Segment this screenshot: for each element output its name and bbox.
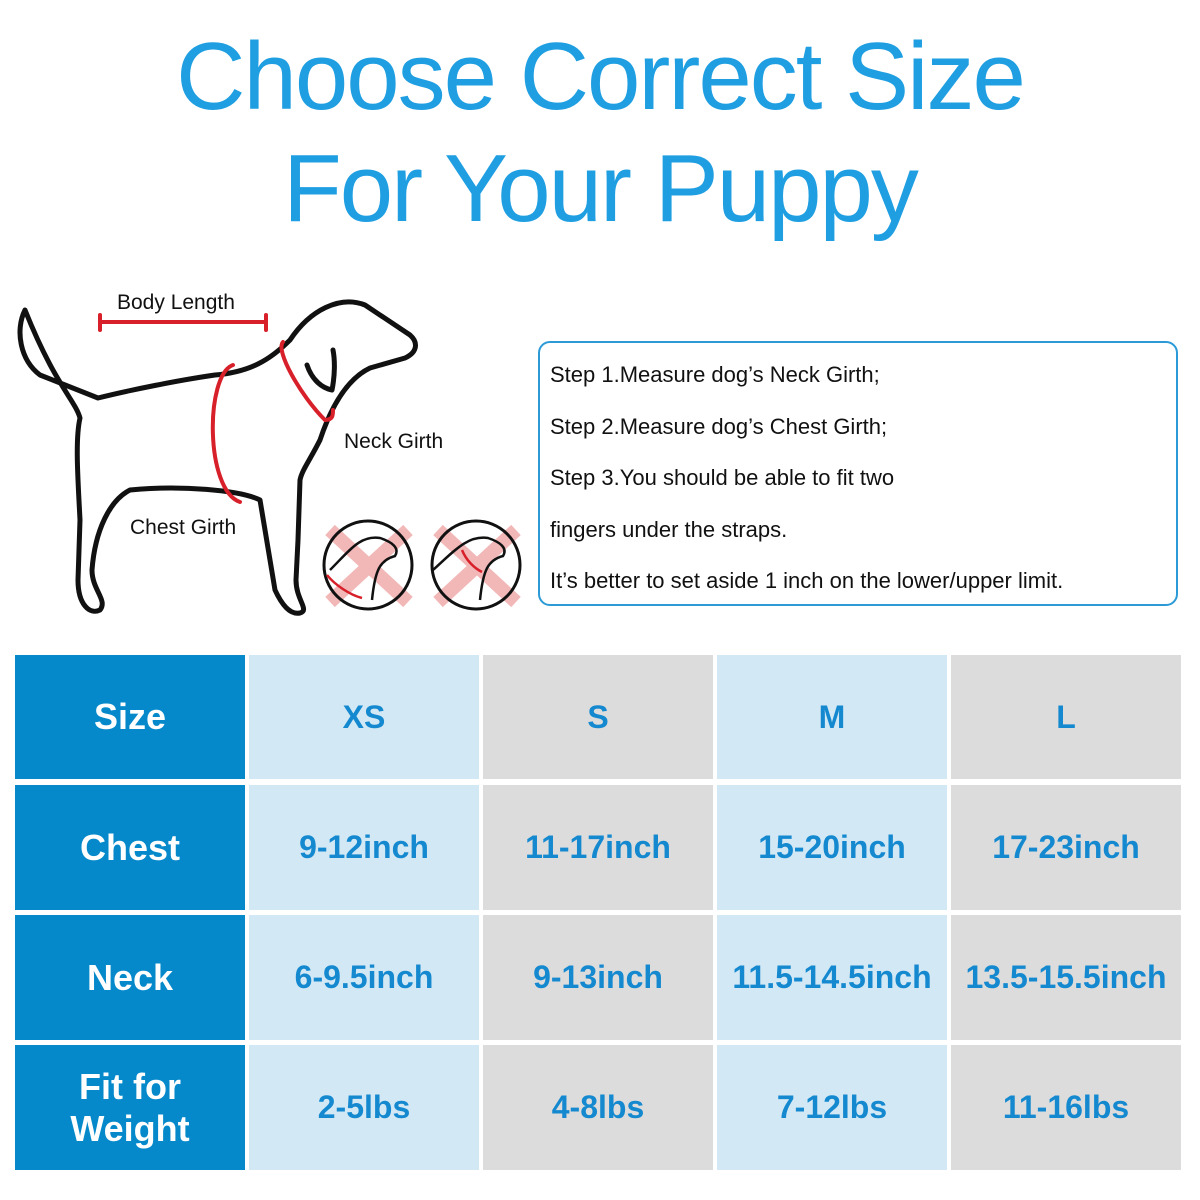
step-1: Step 1.Measure dog’s Neck Girth; [550, 362, 880, 387]
title-line-2: For Your Puppy [283, 135, 919, 242]
table-cell: 17-23inch [951, 785, 1181, 910]
table-cell: 9-12inch [249, 785, 479, 910]
table-cell: 2-5lbs [249, 1045, 479, 1170]
measure-lines [98, 313, 335, 504]
dog-outline [17, 299, 418, 616]
row-header: Chest [15, 785, 245, 910]
row-header: Size [15, 655, 245, 779]
table-cell: 13.5-15.5inch [951, 915, 1181, 1040]
table-cell: 11.5-14.5inch [717, 915, 947, 1040]
row-header: Neck [15, 915, 245, 1040]
row-header: Fit for Weight [15, 1045, 245, 1170]
table-cell: 11-17inch [483, 785, 713, 910]
table-cell: 15-20inch [717, 785, 947, 910]
tip: It’s better to set aside 1 inch on the l… [550, 568, 1064, 593]
table-cell: 9-13inch [483, 915, 713, 1040]
table-cell: 7-12lbs [717, 1045, 947, 1170]
table-cell: 11-16lbs [951, 1045, 1181, 1170]
neck-girth-label: Neck Girth [344, 430, 443, 453]
body-length-label: Body Length [117, 291, 235, 314]
table-cell: 4-8lbs [483, 1045, 713, 1170]
title-line-1: Choose Correct Size [176, 23, 1026, 130]
dog-measurement-diagram: Body Length Neck Girth Chest Girth [17, 291, 522, 616]
step-3-continued: fingers under the straps. [550, 516, 788, 542]
table-cell: XS [249, 655, 479, 779]
step-2: Step 2.Measure dog’s Chest Girth; [550, 413, 888, 439]
table-cell: S [483, 655, 713, 779]
table-cell: L [951, 655, 1181, 779]
table-cell: M [717, 655, 947, 779]
table-cell: 6-9.5inch [249, 915, 479, 1040]
measurement-steps-box: Step 1.Measure dog’s Neck Girth; Step 2.… [538, 341, 1178, 606]
step-3: Step 3.You should be able to fit two [550, 465, 895, 490]
wrong-fit-x-icon [322, 519, 414, 611]
chest-girth-label: Chest Girth [130, 516, 236, 539]
wrong-fit-x-icon [430, 519, 522, 611]
